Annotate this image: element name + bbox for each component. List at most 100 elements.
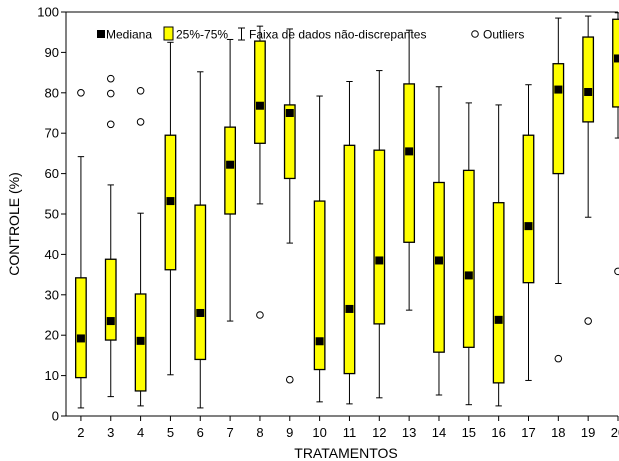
median-marker: [285, 109, 294, 117]
iqr-box: [403, 83, 416, 243]
outlier-point: [554, 354, 563, 363]
iqr-box: [283, 104, 296, 180]
iqr-box: [492, 202, 505, 384]
median-marker: [405, 147, 414, 156]
box-group: [612, 12, 619, 276]
box-group: [582, 15, 595, 325]
legend-outlier-marker: [471, 30, 479, 38]
x-tick-label: 13: [402, 425, 416, 440]
x-tick-label: 17: [521, 425, 535, 440]
x-tick-label: 2: [77, 425, 84, 440]
y-tick-label: 90: [45, 45, 59, 60]
iqr-box: [433, 181, 445, 353]
x-tick-label: 19: [581, 425, 595, 440]
median-marker: [494, 315, 503, 324]
y-tick-label: 100: [37, 5, 59, 20]
outlier-point: [106, 89, 115, 98]
outlier-point: [285, 375, 294, 384]
median-marker: [434, 256, 443, 265]
y-tick-label: 20: [45, 328, 59, 343]
box-group: [343, 80, 356, 405]
y-tick-label: 10: [45, 368, 59, 383]
iqr-box: [552, 63, 565, 175]
median-marker: [614, 54, 619, 63]
box-group: [134, 86, 147, 407]
x-tick-label: 11: [343, 425, 357, 440]
outlier-point: [77, 89, 85, 97]
box-group: [283, 28, 296, 384]
x-tick-label: 8: [256, 425, 263, 440]
box-series: [75, 12, 619, 409]
y-tick-label: 80: [45, 85, 59, 100]
median-marker: [554, 85, 563, 94]
legend-outlier-label: Outliers: [483, 28, 524, 42]
median-marker: [584, 87, 593, 96]
iqr-box: [254, 40, 266, 144]
box-group: [403, 29, 416, 311]
legend-median-marker: [97, 30, 105, 38]
median-marker: [315, 337, 324, 346]
box-group: [164, 41, 177, 376]
x-tick-label: 12: [372, 425, 386, 440]
x-axis: 2 3 4 5 6 7 8 9 10 11 12 13 14 15 16 17 18 19 20: [77, 416, 619, 440]
legend: Mediana 25%-75% Faixa de dados não-discr…: [97, 26, 524, 42]
plot-frame: [65, 11, 618, 417]
iqr-box: [582, 36, 595, 123]
outlier-point: [614, 267, 619, 276]
outlier-point: [136, 86, 145, 95]
x-tick-label: 10: [312, 425, 326, 440]
y-tick-label: 0: [52, 409, 59, 424]
box-group: [194, 71, 207, 409]
box-group: [104, 74, 117, 398]
iqr-box: [313, 200, 326, 371]
median-marker: [464, 271, 473, 280]
median-marker: [166, 197, 175, 206]
x-tick-label: 3: [107, 425, 114, 440]
outlier-point: [106, 120, 115, 129]
x-tick-label: 18: [551, 425, 565, 440]
box-group: [433, 86, 445, 396]
median-marker: [76, 334, 85, 343]
box-group: [373, 70, 386, 399]
iqr-box: [522, 134, 535, 284]
y-axis-title: CONTROLE (%): [6, 172, 22, 275]
legend-box-marker: [163, 26, 174, 41]
box-group: [75, 89, 87, 409]
x-tick-label: 4: [137, 425, 144, 440]
legend-whisker-label: Faixa de dados não-discrepantes: [249, 28, 426, 42]
iqr-box: [104, 258, 117, 341]
x-axis-title: TRATAMENTOS: [294, 445, 397, 461]
iqr-box: [224, 126, 237, 215]
outlier-point: [256, 311, 264, 319]
iqr-box: [462, 169, 475, 348]
median-marker: [106, 317, 115, 326]
median-marker: [255, 101, 264, 110]
iqr-box: [612, 18, 619, 108]
y-tick-label: 40: [45, 247, 59, 262]
box-group: [224, 38, 237, 322]
x-tick-label: 14: [432, 425, 446, 440]
y-axis: 0 10 20 30 40 50 60 70 80 90 100: [37, 5, 66, 424]
median-marker: [524, 222, 533, 231]
x-tick-label: 7: [226, 425, 233, 440]
legend-median-label: Mediana: [106, 28, 152, 42]
x-tick-label: 20: [611, 425, 619, 440]
outlier-point: [136, 118, 145, 126]
median-marker: [196, 308, 205, 317]
y-tick-label: 30: [45, 287, 59, 302]
median-marker: [136, 336, 145, 345]
box-group: [492, 104, 505, 407]
plot-border: [65, 11, 618, 417]
x-tick-label: 16: [491, 425, 505, 440]
y-tick-label: 60: [45, 166, 59, 181]
legend-whisker-marker: [238, 27, 245, 41]
x-tick-label: 6: [197, 425, 204, 440]
legend-box-label: 25%-75%: [176, 28, 228, 42]
iqr-box: [373, 149, 386, 325]
box-group: [522, 84, 535, 381]
y-tick-label: 70: [45, 126, 59, 141]
iqr-box: [75, 277, 87, 379]
outlier-point: [584, 317, 592, 325]
x-tick-label: 9: [286, 425, 293, 440]
